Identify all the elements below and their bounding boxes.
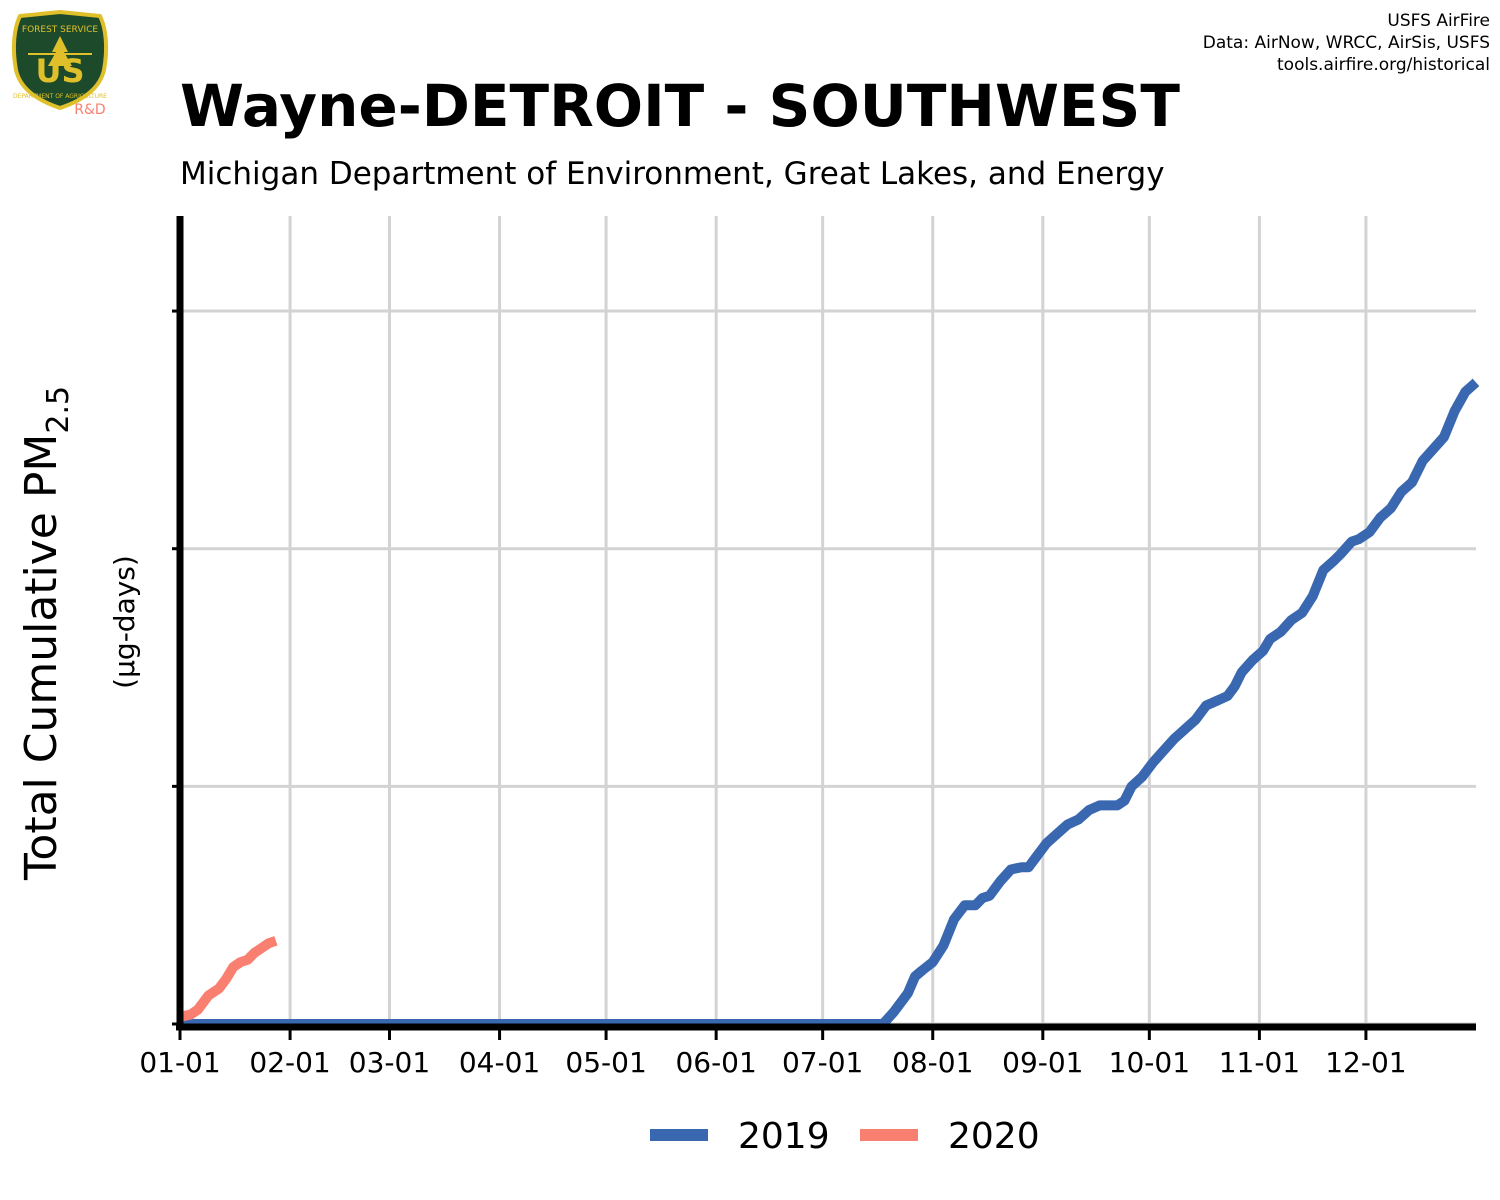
y-axis-label: Total Cumulative PM2.5 bbox=[16, 386, 76, 881]
x-tick-label: 11-01 bbox=[1219, 1046, 1300, 1079]
legend-label-2020: 2020 bbox=[948, 1116, 1040, 1157]
x-tick-label: 12-01 bbox=[1325, 1046, 1406, 1079]
credit-line: tools.airfire.org/historical bbox=[1277, 55, 1490, 75]
x-tick-label: 02-01 bbox=[249, 1046, 330, 1079]
x-tick-label: 07-01 bbox=[782, 1046, 863, 1079]
series-line-2020 bbox=[178, 936, 278, 1022]
legend-label-2019: 2019 bbox=[738, 1116, 830, 1157]
x-tick-label: 08-01 bbox=[892, 1046, 973, 1079]
credits: USFS AirFire Data: AirNow, WRCC, AirSis,… bbox=[1203, 10, 1490, 76]
chart-subtitle: Michigan Department of Environment, Grea… bbox=[180, 156, 1165, 192]
x-tick-label: 05-01 bbox=[565, 1046, 646, 1079]
x-tick-label: 09-01 bbox=[1002, 1046, 1083, 1079]
forest-service-shield-icon: US FOREST SERVICE DEPARTMENT OF AGRICULT… bbox=[11, 9, 109, 118]
logo-rd-tag: R&D bbox=[74, 102, 105, 118]
x-tick-label: 10-01 bbox=[1109, 1046, 1190, 1079]
chart-title: Wayne-DETROIT - SOUTHWEST bbox=[180, 72, 1180, 140]
x-tick-label: 04-01 bbox=[459, 1046, 540, 1079]
y-axis-label-subscript: 2.5 bbox=[41, 386, 76, 434]
credit-line: Data: AirNow, WRCC, AirSis, USFS bbox=[1202, 33, 1490, 53]
logo-bottom-text: DEPARTMENT OF AGRICULTURE bbox=[13, 93, 107, 100]
y-axis-label-main: Total Cumulative PM bbox=[16, 434, 67, 881]
forest-service-logo: US FOREST SERVICE DEPARTMENT OF AGRICULT… bbox=[8, 8, 112, 118]
x-tick-label: 03-01 bbox=[349, 1046, 430, 1079]
x-tick-label: 01-01 bbox=[139, 1046, 220, 1079]
logo-top-text: FOREST SERVICE bbox=[22, 25, 99, 35]
x-tick-label: 06-01 bbox=[675, 1046, 756, 1079]
y-axis-units: (µg-days) bbox=[108, 555, 141, 689]
series-line-2019 bbox=[180, 378, 1480, 1029]
credit-line: USFS AirFire bbox=[1387, 11, 1490, 31]
